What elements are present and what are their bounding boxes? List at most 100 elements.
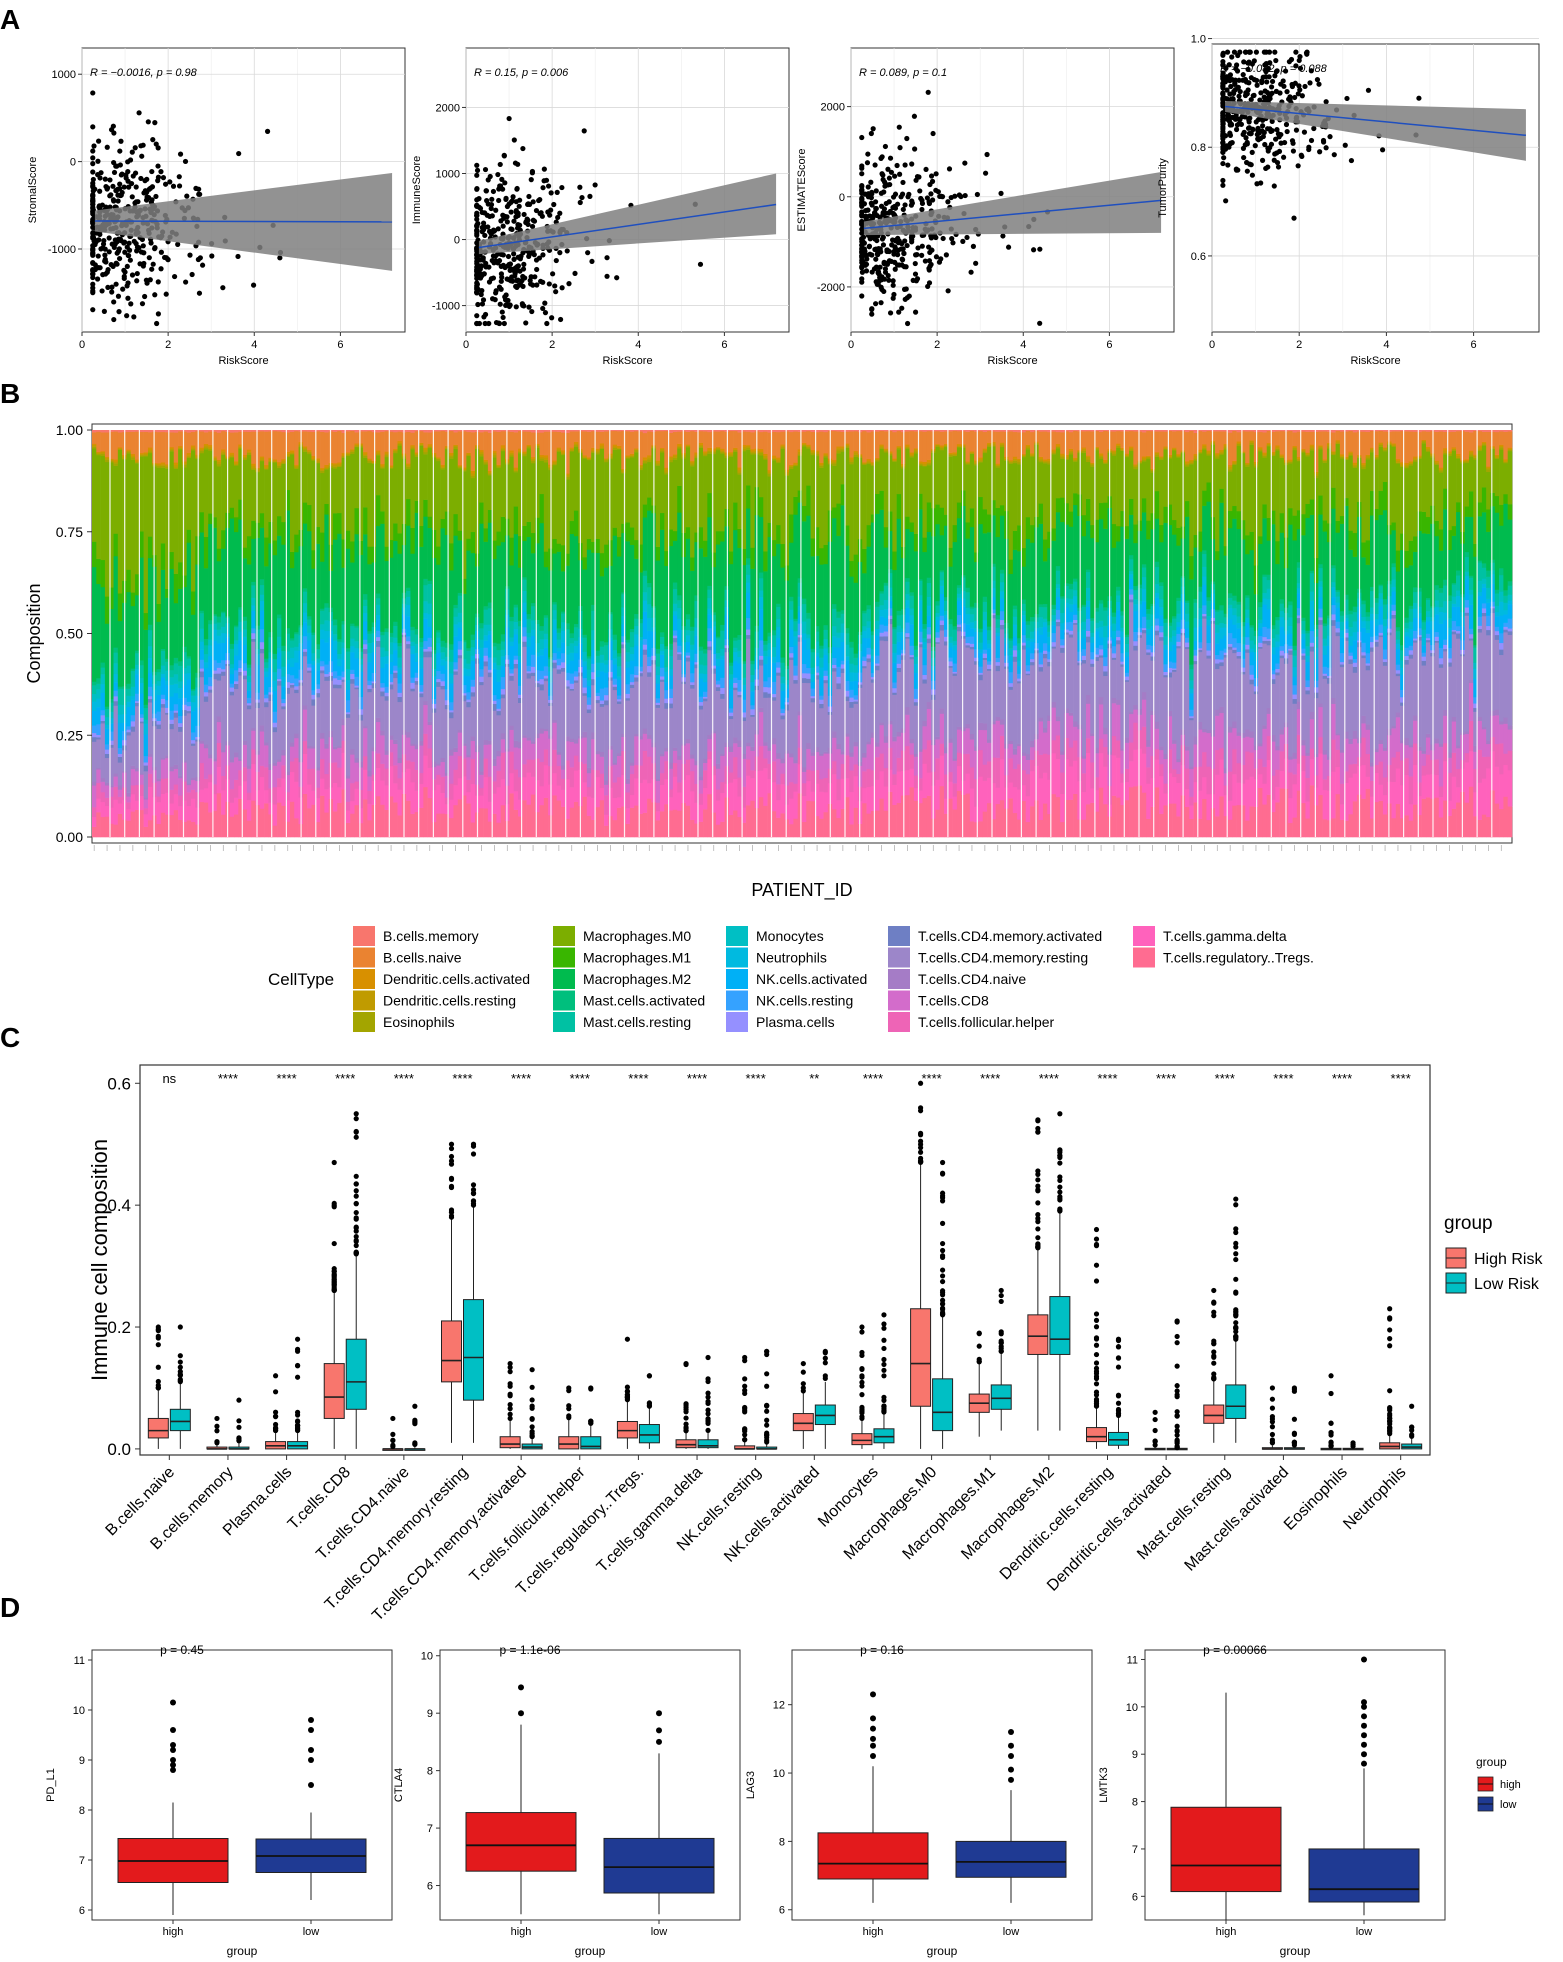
composition-segment [487, 432, 493, 471]
scatter-point [885, 166, 891, 172]
composition-segment [113, 555, 119, 648]
composition-segment [582, 634, 588, 638]
composition-segment [143, 826, 149, 838]
composition-segment [238, 431, 243, 445]
composition-segment [672, 430, 678, 433]
composition-segment [143, 797, 149, 800]
composition-segment [556, 669, 562, 674]
scatter-point [491, 260, 497, 266]
composition-segment [625, 456, 631, 458]
scatter-point [197, 255, 203, 261]
composition-segment [285, 687, 291, 694]
composition-segment [96, 724, 101, 735]
composition-segment [251, 581, 256, 586]
y-tick-label: 0 [70, 157, 76, 169]
composition-segment [320, 629, 325, 640]
composition-segment [104, 461, 110, 597]
composition-segment [281, 765, 286, 779]
scatter-point [101, 238, 107, 244]
composition-segment [642, 517, 648, 571]
composition-segment [556, 431, 562, 448]
scatter-point [485, 201, 491, 207]
composition-segment [307, 667, 312, 671]
scatter-point [548, 190, 554, 196]
composition-segment [595, 692, 601, 697]
x-tick-label: 4 [1383, 339, 1389, 351]
composition-segment [234, 752, 239, 758]
composition-segment [139, 784, 144, 797]
composition-segment [350, 645, 355, 653]
composition-segment [169, 723, 175, 730]
scatter-point [1230, 95, 1236, 102]
composition-segment [384, 754, 390, 769]
scatter-point [859, 269, 866, 275]
composition-segment [444, 669, 450, 690]
composition-segment [496, 787, 502, 823]
scatter-point [546, 281, 552, 287]
composition-segment [690, 758, 695, 772]
scatter-point [147, 277, 153, 283]
scatter-point [1248, 75, 1254, 81]
composition-segment [281, 749, 286, 756]
scatter-point [1220, 58, 1226, 65]
scatter-point [919, 252, 925, 258]
panel-label-a: A [0, 4, 21, 35]
x-tick-label: 0 [848, 339, 854, 351]
scatter-point [514, 186, 520, 192]
composition-segment [561, 432, 566, 451]
composition-segment [397, 683, 403, 693]
composition-segment [320, 472, 325, 533]
composition-segment [216, 430, 222, 433]
composition-segment [616, 695, 622, 700]
composition-segment [660, 753, 665, 757]
composition-segment [406, 604, 411, 617]
composition-segment [634, 677, 639, 682]
composition-segment [660, 681, 665, 755]
composition-segment [160, 757, 166, 760]
scatter-point [102, 176, 108, 182]
composition-segment [694, 532, 700, 543]
scatter-point [111, 169, 118, 176]
composition-segment [255, 804, 261, 838]
scatter-point [135, 199, 141, 205]
composition-segment [685, 614, 691, 620]
composition-segment [616, 776, 622, 798]
composition-segment [126, 701, 132, 708]
composition-segment [216, 432, 222, 460]
composition-segment [143, 704, 149, 709]
scatter-point [1235, 52, 1241, 59]
composition-segment [625, 693, 631, 699]
composition-segment [518, 535, 523, 568]
composition-segment [444, 704, 450, 710]
composition-segment [208, 444, 213, 448]
composition-segment [320, 430, 325, 432]
composition-segment [186, 679, 192, 702]
composition-segment [143, 723, 149, 735]
scatter-point [158, 169, 164, 175]
scatter-point [508, 226, 514, 232]
composition-segment [337, 767, 342, 788]
composition-segment [487, 473, 493, 476]
composition-segment [212, 670, 218, 674]
composition-segment [595, 454, 601, 540]
scatter-point [868, 179, 874, 185]
composition-segment [255, 648, 261, 655]
composition-segment [345, 530, 351, 549]
scatter-point [520, 283, 526, 289]
composition-segment [388, 430, 394, 432]
scatter-point [902, 296, 908, 302]
scatter-point [572, 270, 578, 277]
composition-segment [345, 689, 351, 701]
scatter-point [136, 245, 142, 251]
composition-segment [642, 644, 648, 650]
scatter-point [873, 301, 879, 307]
composition-segment [690, 430, 695, 432]
composition-segment [522, 431, 527, 452]
scatter-point [1245, 87, 1251, 93]
composition-segment [251, 431, 256, 464]
composition-segment [277, 652, 282, 669]
composition-segment [143, 453, 149, 456]
scatter-point [863, 268, 870, 274]
composition-segment [190, 739, 196, 744]
composition-segment [251, 610, 256, 629]
